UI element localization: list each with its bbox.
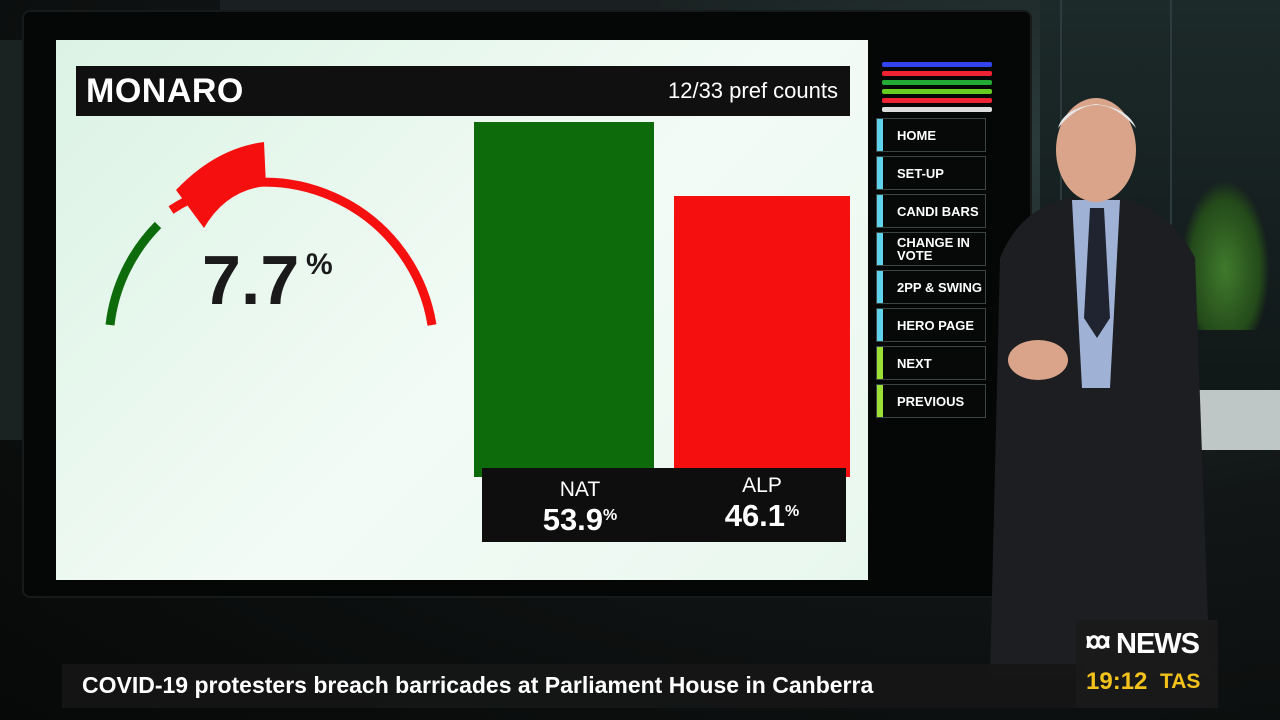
nav-accent <box>877 309 883 341</box>
presenter-suit <box>990 198 1210 678</box>
nav-accent <box>877 385 883 417</box>
clock-time: 19:12 <box>1086 668 1148 695</box>
abc-news-bug: NEWS 19:12 TAS <box>1076 620 1218 708</box>
nav-accent <box>877 347 883 379</box>
party-label-nat: NAT 53.9% <box>510 478 650 536</box>
nav-2pp-swing-button[interactable]: 2PP & SWING <box>876 270 986 304</box>
nav-accent <box>877 157 883 189</box>
swing-value: 7.7 <box>202 241 300 319</box>
pref-counts-label: 12/33 pref counts <box>667 78 838 103</box>
presenter-hair <box>1058 104 1136 128</box>
nav-label: CANDI BARS <box>897 203 979 219</box>
nav-setup-button[interactable]: SET-UP <box>876 156 986 190</box>
swatch <box>882 98 992 103</box>
studio-monitors <box>220 0 660 14</box>
bar-nat <box>474 122 654 477</box>
party-pct-unit-nat: % <box>603 507 618 524</box>
seat-results-display: MONARO 12/33 pref counts 7.7 % NAT 53.9%… <box>56 40 868 580</box>
gauge-swing-wedge <box>176 142 266 228</box>
presenter-hands <box>1008 340 1068 380</box>
presenter-head <box>1056 98 1136 202</box>
nav-accent <box>877 233 883 265</box>
news-ticker: COVID-19 protesters breach barricades at… <box>62 664 1082 708</box>
party-pct-alp: 46.1% <box>692 496 832 532</box>
presenter <box>990 98 1210 678</box>
nav-label: NEXT <box>897 355 932 371</box>
party-name-nat: NAT <box>559 478 601 501</box>
swatch <box>882 62 992 67</box>
nav-candi-bars-button[interactable]: CANDI BARS <box>876 194 986 228</box>
party-colour-swatches <box>882 62 992 116</box>
nav-label: CHANGE IN VOTE <box>897 235 970 263</box>
swatch <box>882 107 992 112</box>
nav-next-button[interactable]: NEXT <box>876 346 986 380</box>
ticker-headline: COVID-19 protesters breach barricades at… <box>82 672 874 698</box>
nav-home-button[interactable]: HOME <box>876 118 986 152</box>
nav-accent <box>877 271 883 303</box>
abc-logo-icon <box>1086 635 1110 649</box>
swatch <box>882 89 992 94</box>
nav-label: 2PP & SWING <box>897 279 983 295</box>
nav-accent <box>877 119 883 151</box>
party-pct-value-nat: 53.9 <box>542 502 604 537</box>
nav-hero-page-button[interactable]: HERO PAGE <box>876 308 986 342</box>
seat-header: MONARO 12/33 pref counts <box>76 66 850 116</box>
swatch <box>882 80 992 85</box>
nav-label: SET-UP <box>897 165 944 181</box>
swing-percent-sign: % <box>306 248 333 281</box>
bar-labels-panel: NAT 53.9% ALP 46.1% <box>482 468 846 542</box>
clock-timezone: TAS <box>1160 670 1201 693</box>
nav-label: HOME <box>897 127 936 143</box>
party-name-alp: ALP <box>742 474 782 497</box>
swing-gauge <box>105 142 437 326</box>
nav-label: PREVIOUS <box>897 393 965 409</box>
nav-previous-button[interactable]: PREVIOUS <box>876 384 986 418</box>
brand-name: NEWS <box>1116 628 1200 660</box>
party-label-alp: ALP 46.1% <box>692 474 832 532</box>
gauge-arc-winner <box>105 221 162 326</box>
seat-name: MONARO <box>86 72 244 110</box>
party-pct-nat: 53.9% <box>510 500 650 536</box>
nav-change-in-vote-button[interactable]: CHANGE IN VOTE <box>876 232 986 266</box>
nav-label: HERO PAGE <box>897 317 975 333</box>
bar-alp <box>674 196 850 477</box>
nav-accent <box>877 195 883 227</box>
presenter-tie <box>1084 208 1110 338</box>
side-nav: HOME SET-UP CANDI BARS CHANGE IN VOTE 2P… <box>876 118 996 422</box>
party-pct-value-alp: 46.1 <box>724 498 786 533</box>
party-pct-unit-alp: % <box>785 503 800 520</box>
swatch <box>882 71 992 76</box>
